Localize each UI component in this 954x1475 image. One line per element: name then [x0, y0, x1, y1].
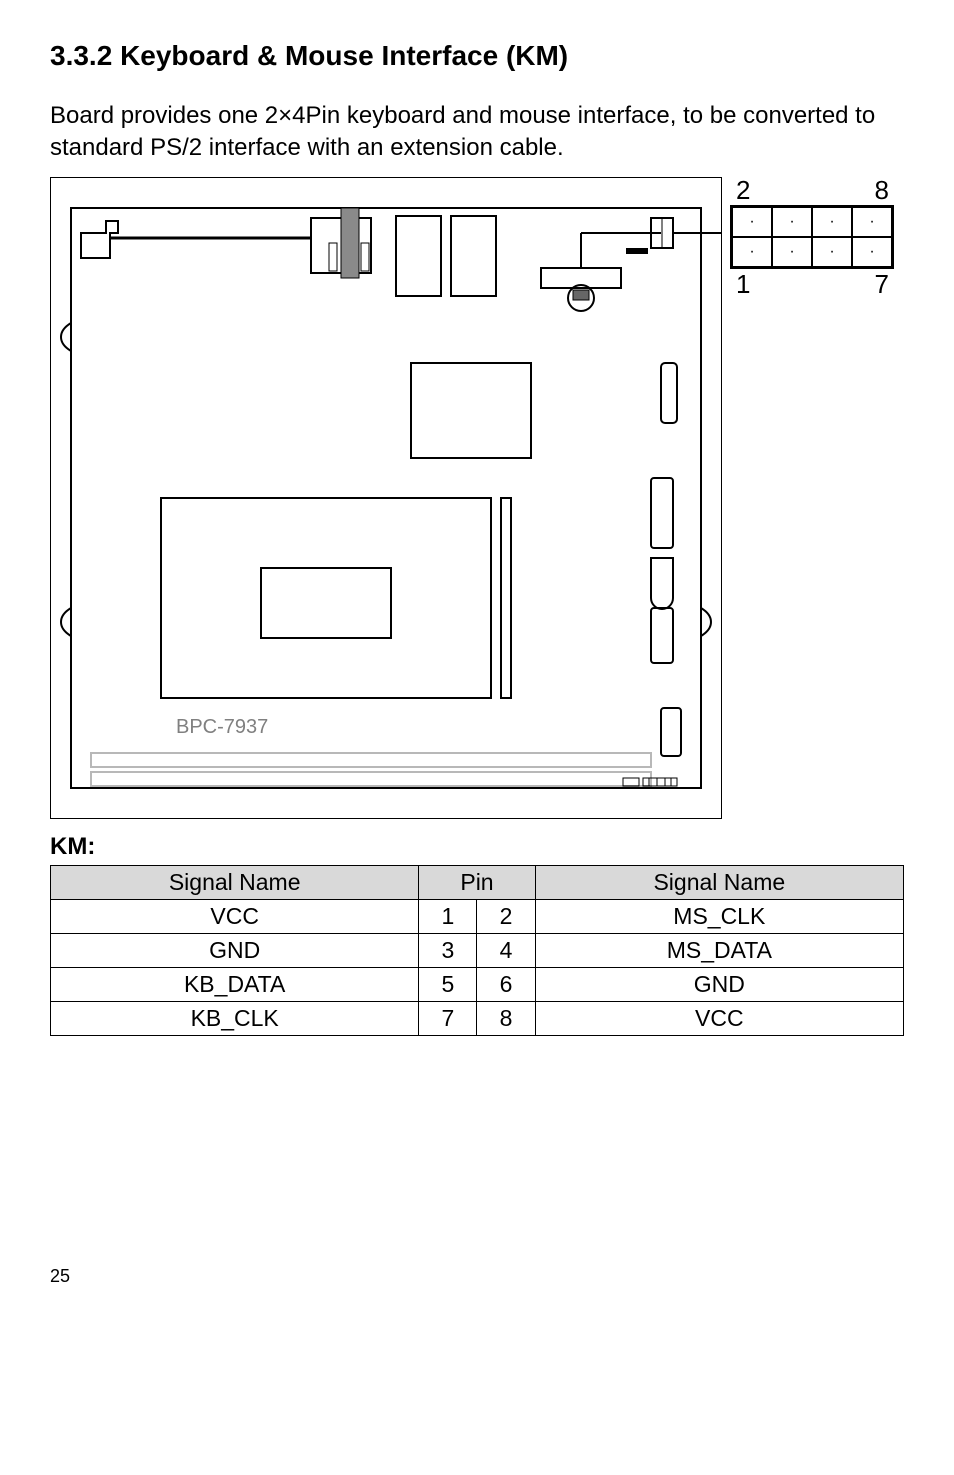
pin-label-top-right: 8: [875, 177, 889, 203]
cell-signal-right: GND: [535, 967, 903, 1001]
pinout-bottom-labels: 1 7: [730, 271, 895, 297]
pin-cell: ·: [732, 207, 772, 237]
table-row: VCC 1 2 MS_CLK: [51, 899, 904, 933]
pin-cell: ·: [732, 237, 772, 267]
pin-cell: ·: [772, 207, 812, 237]
table-row: KB_DATA 5 6 GND: [51, 967, 904, 1001]
cell-signal-left: KB_DATA: [51, 967, 419, 1001]
cell-signal-right: MS_CLK: [535, 899, 903, 933]
pin-label-top-left: 2: [736, 177, 750, 203]
diagram-row: BPC-7937 2 8 · · · · · · · · 1: [50, 177, 904, 819]
th-signal-right: Signal Name: [535, 865, 903, 899]
cell-signal-right: MS_DATA: [535, 933, 903, 967]
cell-signal-left: GND: [51, 933, 419, 967]
section-number: 3.3.2: [50, 40, 112, 71]
pin-cell: ·: [812, 237, 852, 267]
cell-pin-a: 5: [419, 967, 477, 1001]
table-title: KM:: [50, 833, 904, 861]
cell-signal-right: VCC: [535, 1001, 903, 1035]
cell-signal-left: VCC: [51, 899, 419, 933]
pin-grid: · · · · · · · ·: [730, 205, 894, 269]
pinout-diagram: 2 8 · · · · · · · · 1 7: [730, 177, 895, 297]
board-diagram: BPC-7937: [50, 177, 722, 819]
pin-cell: ·: [772, 237, 812, 267]
cell-signal-left: KB_CLK: [51, 1001, 419, 1035]
pin-cell: ·: [812, 207, 852, 237]
pin-label-bottom-right: 7: [875, 271, 889, 297]
table-header-row: Signal Name Pin Signal Name: [51, 865, 904, 899]
cell-pin-a: 3: [419, 933, 477, 967]
table-row: KB_CLK 7 8 VCC: [51, 1001, 904, 1035]
cell-pin-b: 4: [477, 933, 535, 967]
pin-cell: ·: [852, 237, 892, 267]
section-title-text: Keyboard & Mouse Interface (KM): [120, 40, 568, 71]
cell-pin-b: 2: [477, 899, 535, 933]
th-pin: Pin: [419, 865, 535, 899]
page-number: 25: [50, 1266, 70, 1287]
pinout-top-labels: 2 8: [730, 177, 895, 203]
pin-cell: ·: [852, 207, 892, 237]
section-heading: 3.3.2 Keyboard & Mouse Interface (KM): [50, 40, 904, 72]
cell-pin-a: 7: [419, 1001, 477, 1035]
table-row: GND 3 4 MS_DATA: [51, 933, 904, 967]
pin-label-bottom-left: 1: [736, 271, 750, 297]
cell-pin-b: 6: [477, 967, 535, 1001]
km-table: Signal Name Pin Signal Name VCC 1 2 MS_C…: [50, 865, 904, 1036]
board-label-text: BPC-7937: [176, 716, 268, 738]
cell-pin-a: 1: [419, 899, 477, 933]
th-signal-left: Signal Name: [51, 865, 419, 899]
section-paragraph: Board provides one 2×4Pin keyboard and m…: [50, 100, 904, 165]
cell-pin-b: 8: [477, 1001, 535, 1035]
